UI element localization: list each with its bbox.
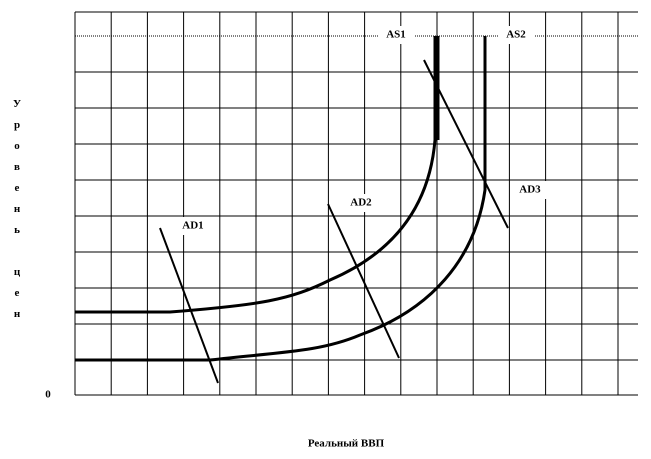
ad1-line bbox=[159, 227, 219, 384]
y-axis-label: Уровень цен bbox=[11, 98, 23, 329]
curve-label: AS1 bbox=[386, 29, 406, 41]
ad3-line bbox=[423, 59, 509, 229]
label-box bbox=[378, 26, 414, 44]
label-box bbox=[175, 217, 211, 235]
as2-curve bbox=[75, 36, 487, 362]
curve-label: AD2 bbox=[350, 197, 372, 209]
label-box bbox=[512, 181, 548, 199]
curve-label: AS2 bbox=[506, 29, 526, 41]
origin-label: 0 bbox=[45, 389, 51, 401]
curve-label: AD3 bbox=[519, 184, 541, 196]
grid bbox=[74, 11, 638, 396]
label-box bbox=[343, 194, 379, 212]
curve-label: AD1 bbox=[182, 220, 203, 232]
label-box bbox=[498, 26, 534, 44]
x-axis-label: Реальный ВВП bbox=[308, 438, 385, 450]
ad2-line bbox=[327, 203, 400, 359]
